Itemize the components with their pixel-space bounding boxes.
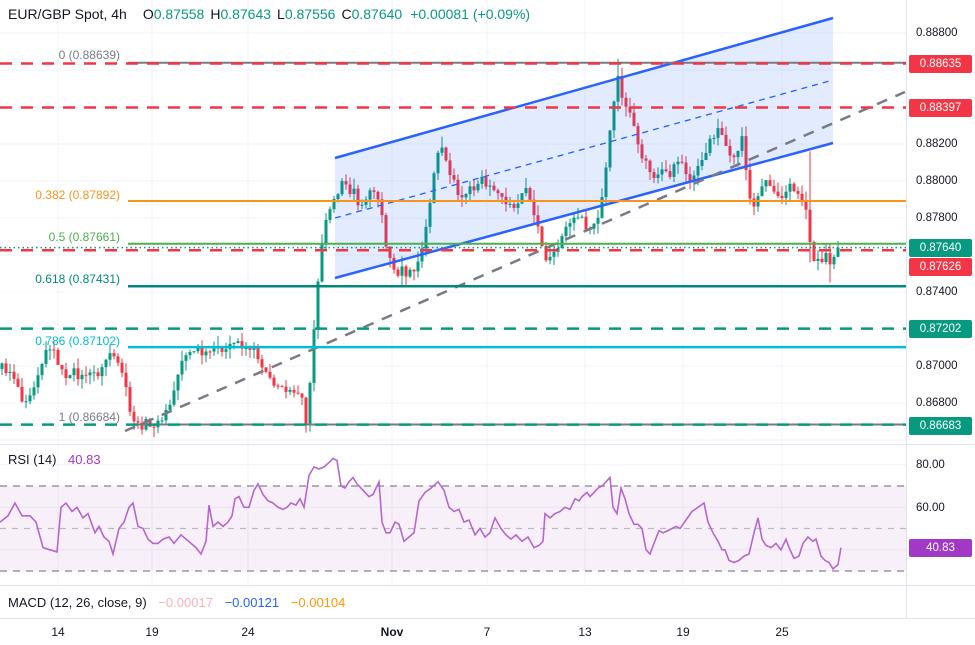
time-scale[interactable]: 14 19 24 Nov 7 13 19 25 [0,618,975,645]
price-badge: 0.87202 [909,320,972,338]
fib-label: 0.618 (0.87431) [35,272,120,286]
high-label: H [210,6,221,22]
trendline [124,90,906,433]
open-value: 0.87558 [153,6,205,22]
macd-histogram-value: −0.00017 [158,595,213,610]
price-axis-label: 0.88800 [916,27,958,39]
price-pane[interactable] [0,0,906,444]
price-axis-label: 0.87400 [916,286,958,298]
time-axis-label: 19 [145,625,159,639]
open-label: O [142,6,154,22]
low-label: L [277,6,285,22]
price-badge: 0.86683 [909,417,972,435]
rsi-pane[interactable] [0,445,906,585]
rsi-axis-label: 60.00 [916,502,945,514]
symbol-legend: EUR/GBP Spot, 4h O0.87558 H0.87643 L0.87556… [8,6,530,22]
parallel-channel [334,16,834,280]
macd-line-value: −0.00121 [224,595,280,610]
price-badge: 0.87626 [909,258,972,276]
time-axis-label: Nov [380,625,404,639]
pane-divider-2[interactable] [0,585,975,586]
time-axis-label: 7 [483,625,491,639]
rsi-legend: RSI (14) 40.83 [8,452,101,467]
close-label: C [341,6,352,22]
price-axis-label: 0.88200 [916,138,958,150]
macd-label[interactable]: MACD (12, 26, close, 9) [8,595,147,610]
change-value: +0.00081 (+0.09%) [410,6,531,22]
time-axis-label: 25 [775,625,789,639]
price-axis-label: 0.87800 [916,212,958,224]
rsi-badge: 40.83 [909,539,972,557]
fib-label: 0.382 (0.87892) [35,188,120,202]
low-value: 0.87556 [284,6,336,22]
price-axis-label: 0.86800 [916,397,958,409]
macd-legend: MACD (12, 26, close, 9) −0.00017 −0.0012… [8,595,345,610]
fib-label: 0.5 (0.87661) [48,230,120,244]
price-badge: 0.88397 [909,99,972,117]
symbol-title[interactable]: EUR/GBP Spot, 4h [8,6,127,22]
rsi-gridlines [0,445,906,585]
candlestick-series [0,58,840,437]
price-axis-label: 0.87000 [916,360,958,372]
price-badge: 0.88635 [909,55,972,73]
high-value: 0.87643 [220,6,272,22]
fib-label: 1 (0.86684) [58,410,120,424]
time-axis-label: 14 [51,625,65,639]
pane-divider[interactable] [0,444,975,445]
fib-label: 0 (0.88639) [58,48,120,62]
time-axis-label: 24 [241,625,255,639]
rsi-axis-label: 80.00 [916,459,945,471]
close-value: 0.87640 [351,6,403,22]
fib-label: 0.786 (0.87102) [35,334,120,348]
rsi-band-lines [0,485,906,572]
rsi-label[interactable]: RSI (14) [8,452,57,467]
price-axis-label: 0.88000 [916,175,958,187]
horizontal-price-lines [0,62,906,426]
fib-retracement-lines [128,61,906,426]
rsi-line [0,457,842,571]
time-axis-label: 13 [578,625,592,639]
time-axis-label: 19 [676,625,690,639]
macd-signal-value: −0.00104 [290,595,346,610]
price-badge: 0.87640 [909,239,972,257]
price-scale[interactable]: 0.890000.888000.882000.880000.878000.874… [906,0,975,618]
rsi-value: 40.83 [68,452,101,467]
